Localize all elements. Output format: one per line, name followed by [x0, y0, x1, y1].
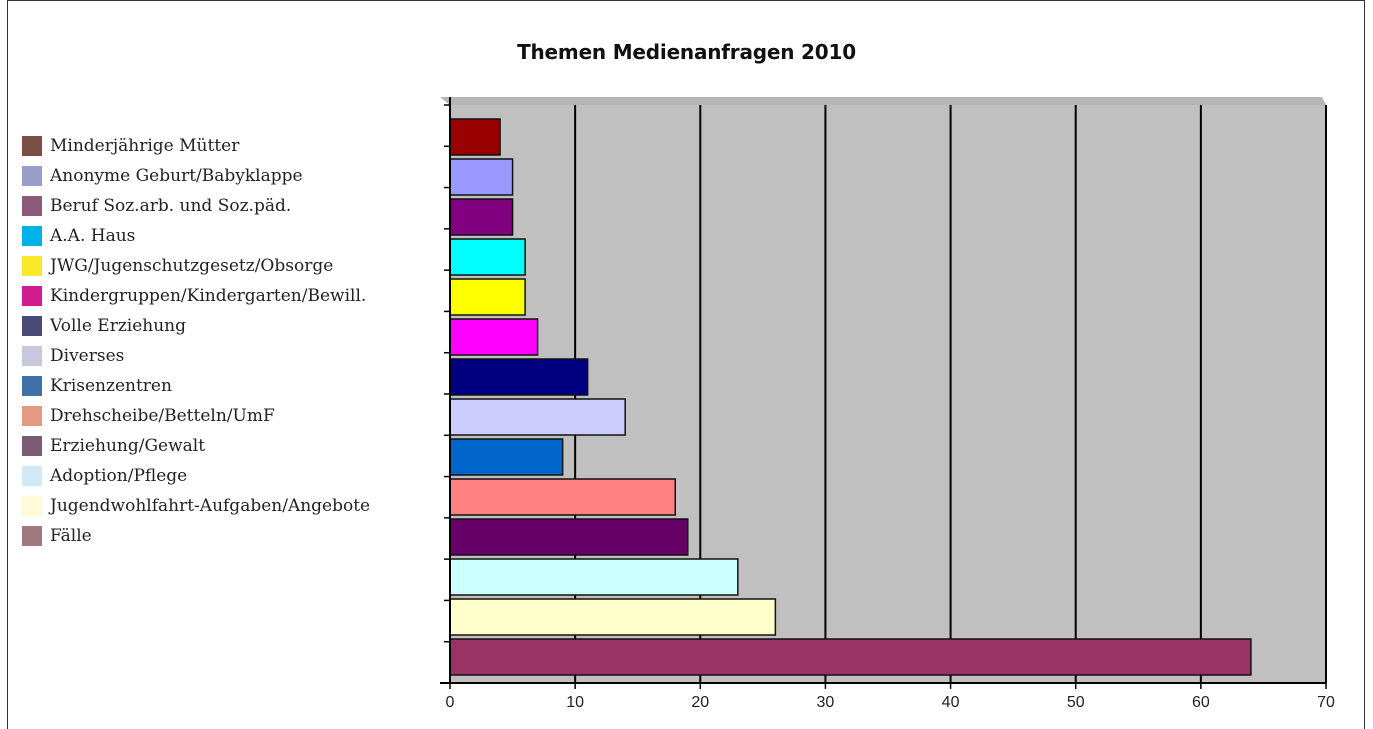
legend-item: Beruf Soz.arb. und Soz.päd. [22, 191, 370, 221]
legend-item: Volle Erziehung [22, 311, 370, 341]
legend-item: Minderjährige Mütter [22, 131, 370, 161]
legend-swatch [22, 376, 42, 396]
x-tick-label: 40 [942, 694, 960, 711]
legend-swatch [22, 166, 42, 186]
legend-swatch [22, 196, 42, 216]
legend-item: Drehscheibe/Betteln/UmF [22, 401, 370, 431]
bar [449, 238, 526, 276]
legend-label: Minderjährige Mütter [50, 136, 240, 156]
legend-swatch [22, 226, 42, 246]
legend-swatch [22, 496, 42, 516]
x-tick-label: 10 [566, 694, 584, 711]
chart-legend: Minderjährige Mütter Anonyme Geburt/Babyk… [22, 131, 370, 551]
bar [449, 478, 677, 516]
bar [449, 398, 626, 436]
x-tick-label: 20 [691, 694, 709, 711]
legend-swatch [22, 136, 42, 156]
x-tick-label: 70 [1317, 694, 1335, 711]
legend-item: JWG/Jugenschutzgesetz/Obsorge [22, 251, 370, 281]
x-tick-label: 50 [1067, 694, 1085, 711]
bar [449, 598, 777, 636]
bar [449, 518, 689, 556]
legend-label: A.A. Haus [50, 226, 136, 246]
legend-swatch [22, 406, 42, 426]
bar [449, 358, 589, 396]
legend-swatch [22, 256, 42, 276]
legend-label: Fälle [50, 526, 92, 546]
bar [449, 638, 1252, 676]
legend-item: Krisenzentren [22, 371, 370, 401]
legend-item: Adoption/Pflege [22, 461, 370, 491]
legend-label: Diverses [50, 346, 125, 366]
legend-item: Kindergruppen/Kindergarten/Bewill. [22, 281, 370, 311]
chart-title: Themen Medienanfragen 2010 [517, 40, 856, 64]
bar [449, 318, 539, 356]
legend-label: Erziehung/Gewalt [50, 436, 206, 456]
bar [449, 198, 514, 236]
x-tick-label: 30 [817, 694, 835, 711]
legend-label: Anonyme Geburt/Babyklappe [50, 166, 303, 186]
legend-label: Beruf Soz.arb. und Soz.päd. [50, 196, 292, 216]
bar [449, 438, 564, 476]
legend-swatch [22, 466, 42, 486]
plot-depth-top [440, 97, 1326, 105]
legend-label: Volle Erziehung [50, 316, 187, 336]
legend-label: Adoption/Pflege [50, 466, 188, 486]
legend-item: Anonyme Geburt/Babyklappe [22, 161, 370, 191]
bar [449, 558, 739, 596]
bar [449, 158, 514, 196]
legend-label: Krisenzentren [50, 376, 172, 396]
legend-item: Diverses [22, 341, 370, 371]
legend-label: JWG/Jugenschutzgesetz/Obsorge [50, 256, 334, 276]
legend-swatch [22, 316, 42, 336]
legend-swatch [22, 436, 42, 456]
bar [449, 278, 526, 316]
legend-label: Jugendwohlfahrt-Aufgaben/Angebote [50, 496, 371, 516]
legend-item: Jugendwohlfahrt-Aufgaben/Angebote [22, 491, 370, 521]
legend-label: Drehscheibe/Betteln/UmF [50, 406, 275, 426]
legend-swatch [22, 526, 42, 546]
x-tick-label: 0 [446, 694, 455, 711]
legend-swatch [22, 286, 42, 306]
bar [449, 118, 501, 156]
x-tick-label: 60 [1192, 694, 1210, 711]
legend-item: Erziehung/Gewalt [22, 431, 370, 461]
legend-item: A.A. Haus [22, 221, 370, 251]
legend-swatch [22, 346, 42, 366]
legend-item: Fälle [22, 521, 370, 551]
legend-label: Kindergruppen/Kindergarten/Bewill. [50, 286, 367, 306]
